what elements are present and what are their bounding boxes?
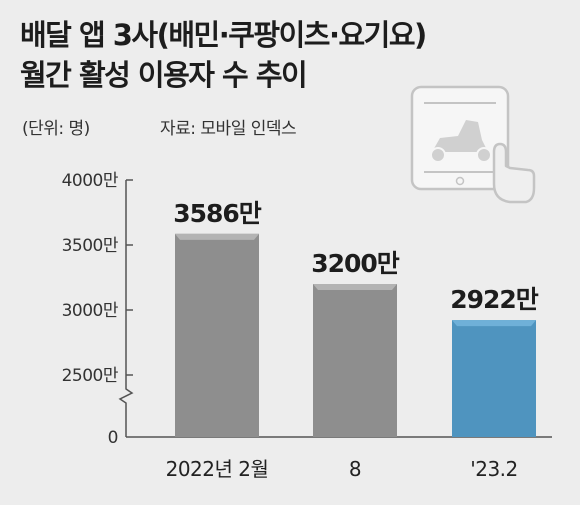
bar-body xyxy=(175,233,259,437)
y-tick-label: 0 xyxy=(108,428,118,448)
bar xyxy=(452,320,536,437)
bar xyxy=(175,233,259,437)
bar-top-bevel xyxy=(452,320,536,327)
bar-top-bevel xyxy=(313,284,397,290)
chart-title-line2: 월간 활성 이용자 수 추이 xyxy=(20,58,308,92)
y-tick-label: 3500만 xyxy=(62,236,119,256)
bar-body xyxy=(313,284,397,437)
bar-value-label: 3200만 xyxy=(311,249,400,278)
pointing-hand-icon xyxy=(492,142,536,204)
y-tick-label: 3000만 xyxy=(62,301,119,321)
chart-title-line1: 배달 앱 3사(배민·쿠팡이츠·요기요) xyxy=(20,18,427,52)
y-tick-label: 4000만 xyxy=(62,171,119,191)
bar-body xyxy=(452,320,536,437)
x-category-label: 2022년 2월 xyxy=(166,457,269,481)
y-tick-label: 2500만 xyxy=(62,366,119,386)
y-axis-line xyxy=(118,180,134,437)
x-category-label: 8 xyxy=(349,457,361,481)
bar-value-label: 3586만 xyxy=(173,199,262,228)
bar-top-bevel xyxy=(175,233,259,240)
unit-label: (단위: 명) xyxy=(22,119,90,139)
bar-value-label: 2922만 xyxy=(450,285,539,314)
x-category-label: '23.2 xyxy=(470,457,518,481)
tablet-scooter-icon xyxy=(410,85,510,191)
source-label: 자료: 모바일 인덱스 xyxy=(160,119,297,139)
bar xyxy=(313,284,397,437)
